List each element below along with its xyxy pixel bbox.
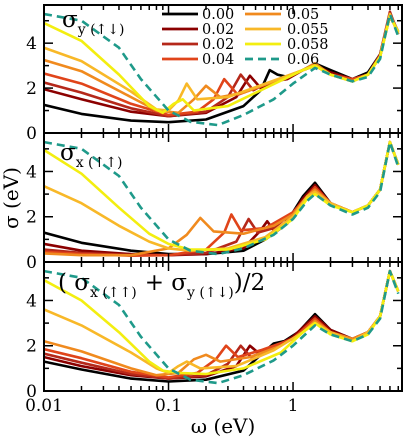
y-tick-label: 0 (26, 124, 37, 144)
x-ticks (43, 133, 400, 262)
x-axis-label: ω (eV) (191, 414, 256, 438)
panel-label-symbol: σ (60, 140, 76, 166)
x-tick-label: 0.1 (155, 396, 182, 416)
panel-2: 0 2 4 σx (↑↑) (26, 132, 403, 273)
y-ticks (44, 277, 402, 392)
legend-label: 0.04 (202, 52, 234, 68)
x-tick-label: 1 (288, 396, 299, 416)
y-tick-label: 4 (26, 162, 37, 182)
y-tick-label: 0 (26, 253, 37, 273)
legend-label: 0.058 (287, 37, 329, 53)
y-tick-label: 0 (26, 382, 37, 402)
series-line-8 (44, 12, 400, 127)
panel-label-subscript-2: y (↑↓) (186, 285, 234, 301)
legend-label: 0.00 (202, 7, 234, 23)
panel-label-subscript: y (↑↓) (77, 22, 125, 38)
y-tick-label: 2 (26, 208, 37, 228)
series-line-8 (44, 269, 400, 385)
panel-frame (43, 261, 403, 392)
y-ticks (44, 148, 402, 263)
y-tick-label: 4 (26, 291, 37, 311)
x-ticks (43, 5, 400, 133)
panel-label-subscript: x (↑↑) (76, 155, 123, 171)
panel-label-subscript-1: x (↑↑) (90, 285, 137, 301)
panel-series-group (44, 269, 400, 385)
panel-label-symbol: σ (62, 7, 78, 33)
panel-frame (43, 132, 403, 263)
panel-series-group (44, 140, 400, 257)
axes-layer: σ (eV) ω (eV) 0.01 0.1 1 (0, 167, 298, 438)
y-tick-label: 4 (26, 34, 37, 54)
panel-3: 0 2 4 ( σx (↑↑) + σy (↑↓))/2 (26, 261, 403, 402)
y-axis-label: σ (eV) (0, 167, 23, 229)
legend-label: 0.05 (287, 7, 319, 23)
legend-label: 0.02 (202, 37, 234, 53)
panel-label: ( σx (↑↑) + σy (↑↓))/2 (58, 270, 265, 301)
panel-label-open: ( σ (58, 270, 90, 296)
x-ticks (43, 262, 400, 391)
panel-label-plus: + σ (145, 270, 188, 296)
x-tick-label: 0.01 (25, 396, 63, 416)
panel-label: σx (↑↑) (60, 140, 122, 171)
y-tick-label: 2 (26, 337, 37, 357)
legend-label: 0.06 (287, 52, 319, 68)
panel-label-close: )/2 (234, 270, 265, 296)
y-tick-label: 2 (26, 79, 37, 99)
panel-label: σy (↑↓) (62, 7, 124, 38)
panel-series-group (44, 10, 400, 127)
legend-label: 0.02 (202, 22, 234, 38)
series-line-8 (44, 140, 400, 256)
panel-1: 0 2 4 σy (↑↓) (26, 4, 403, 144)
legend-label: 0.055 (287, 22, 329, 38)
